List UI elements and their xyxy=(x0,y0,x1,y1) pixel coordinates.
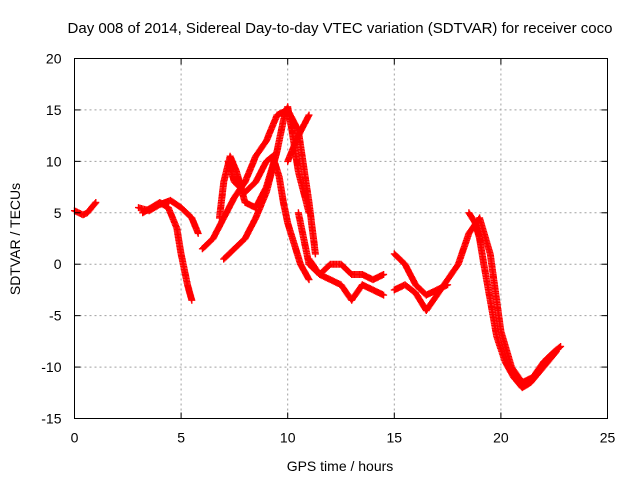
data-point-markers xyxy=(444,262,461,284)
y-axis-label: SDTVAR / TECUs xyxy=(7,183,23,295)
x-tick-label: 25 xyxy=(600,430,616,446)
data-point-markers xyxy=(273,118,287,155)
data-point-markers xyxy=(166,196,184,211)
x-tick-label: 0 xyxy=(71,430,79,446)
data-point-markers xyxy=(401,281,418,296)
data-point-markers xyxy=(284,219,298,246)
plot-area xyxy=(71,103,565,392)
series-arc3 xyxy=(139,199,196,304)
data-point-markers xyxy=(252,190,270,222)
data-point-markers xyxy=(224,157,238,184)
x-tick-label: 5 xyxy=(177,430,185,446)
data-point-markers xyxy=(412,281,429,298)
data-point-markers xyxy=(198,236,216,253)
data-point-markers xyxy=(369,271,388,284)
data-point-markers xyxy=(305,255,323,277)
series-arc1 xyxy=(71,199,100,219)
data-point-markers xyxy=(476,214,494,256)
data-point-markers xyxy=(486,250,505,333)
data-point-markers xyxy=(241,179,259,196)
y-tick-label: -10 xyxy=(41,359,61,375)
data-point-markers xyxy=(279,199,291,226)
data-point-markers xyxy=(486,296,500,339)
data-point-markers xyxy=(252,159,270,186)
data-point-markers xyxy=(535,359,551,376)
y-tick-label: -15 xyxy=(41,411,61,427)
y-tick-label: -5 xyxy=(49,308,62,324)
data-point-markers xyxy=(241,215,259,242)
data-point-markers xyxy=(369,286,388,299)
chart-title: Day 008 of 2014, Sidereal Day-to-day VTE… xyxy=(68,20,613,37)
data-point-markers xyxy=(241,154,259,186)
x-tick-label: 15 xyxy=(387,430,403,446)
plot-frame xyxy=(74,58,608,419)
data-point-markers xyxy=(294,209,313,267)
data-point-markers xyxy=(173,224,185,256)
x-tick-label: 10 xyxy=(280,430,296,446)
data-point-markers xyxy=(501,358,517,380)
x-axis-label: GPS time / hours xyxy=(287,458,394,474)
data-point-markers xyxy=(471,219,483,241)
data-point-markers xyxy=(216,180,228,222)
data-point-markers xyxy=(209,215,227,242)
axes: 0 5 10 15 20 25 -15 -10 -5 0 5 10 15 20 xyxy=(41,51,615,446)
data-point-markers xyxy=(139,204,154,217)
data-point-markers xyxy=(262,113,280,145)
data-point-markers xyxy=(290,240,304,267)
data-point-markers xyxy=(177,250,191,287)
data-point-markers xyxy=(164,204,180,231)
data-point-markers xyxy=(527,369,542,386)
grid xyxy=(74,58,608,419)
data-point-markers xyxy=(269,152,283,179)
data-point-markers xyxy=(79,210,90,219)
data-point-markers xyxy=(220,246,237,263)
data-point-markers xyxy=(88,199,100,212)
data-point-markers xyxy=(422,292,440,314)
data-point-markers xyxy=(497,327,515,370)
series-arc13 xyxy=(465,209,560,392)
data-point-markers xyxy=(433,277,451,299)
x-tick-label: 20 xyxy=(493,430,509,446)
data-point-markers xyxy=(493,332,509,364)
data-point-markers xyxy=(337,260,355,277)
data-point-markers xyxy=(465,209,478,226)
data-point-markers xyxy=(226,152,240,174)
data-point-markers xyxy=(230,178,248,195)
y-tick-label: 0 xyxy=(54,256,62,272)
series-arc9 xyxy=(294,209,388,284)
y-tick-label: 10 xyxy=(46,153,62,169)
y-tick-label: 5 xyxy=(54,205,62,221)
data-point-markers xyxy=(220,195,238,222)
y-tick-label: 20 xyxy=(46,51,62,67)
data-point-markers xyxy=(184,281,196,304)
data-point-markers xyxy=(544,348,560,366)
data-point-markers xyxy=(297,260,313,284)
data-point-markers xyxy=(252,138,269,160)
data-point-markers xyxy=(83,205,95,217)
data-point-markers xyxy=(284,133,302,165)
data-point-markers xyxy=(508,363,525,385)
data-point-markers xyxy=(177,204,195,221)
data-point-markers xyxy=(294,168,313,217)
data-point-markers xyxy=(390,250,408,267)
series-arc7 xyxy=(224,152,313,284)
data-point-markers xyxy=(454,231,472,268)
series-arc2 xyxy=(135,196,202,237)
data-point-markers xyxy=(480,260,494,303)
series-arc8 xyxy=(284,111,313,165)
data-point-markers xyxy=(401,260,419,287)
data-point-markers xyxy=(275,173,287,205)
data-point-markers xyxy=(348,282,365,304)
data-point-markers xyxy=(156,199,171,211)
series-arc10 xyxy=(305,255,388,304)
data-point-markers xyxy=(294,111,313,140)
data-point-markers xyxy=(230,236,248,253)
y-tick-label: 15 xyxy=(46,102,62,118)
data-point-markers xyxy=(188,214,202,237)
